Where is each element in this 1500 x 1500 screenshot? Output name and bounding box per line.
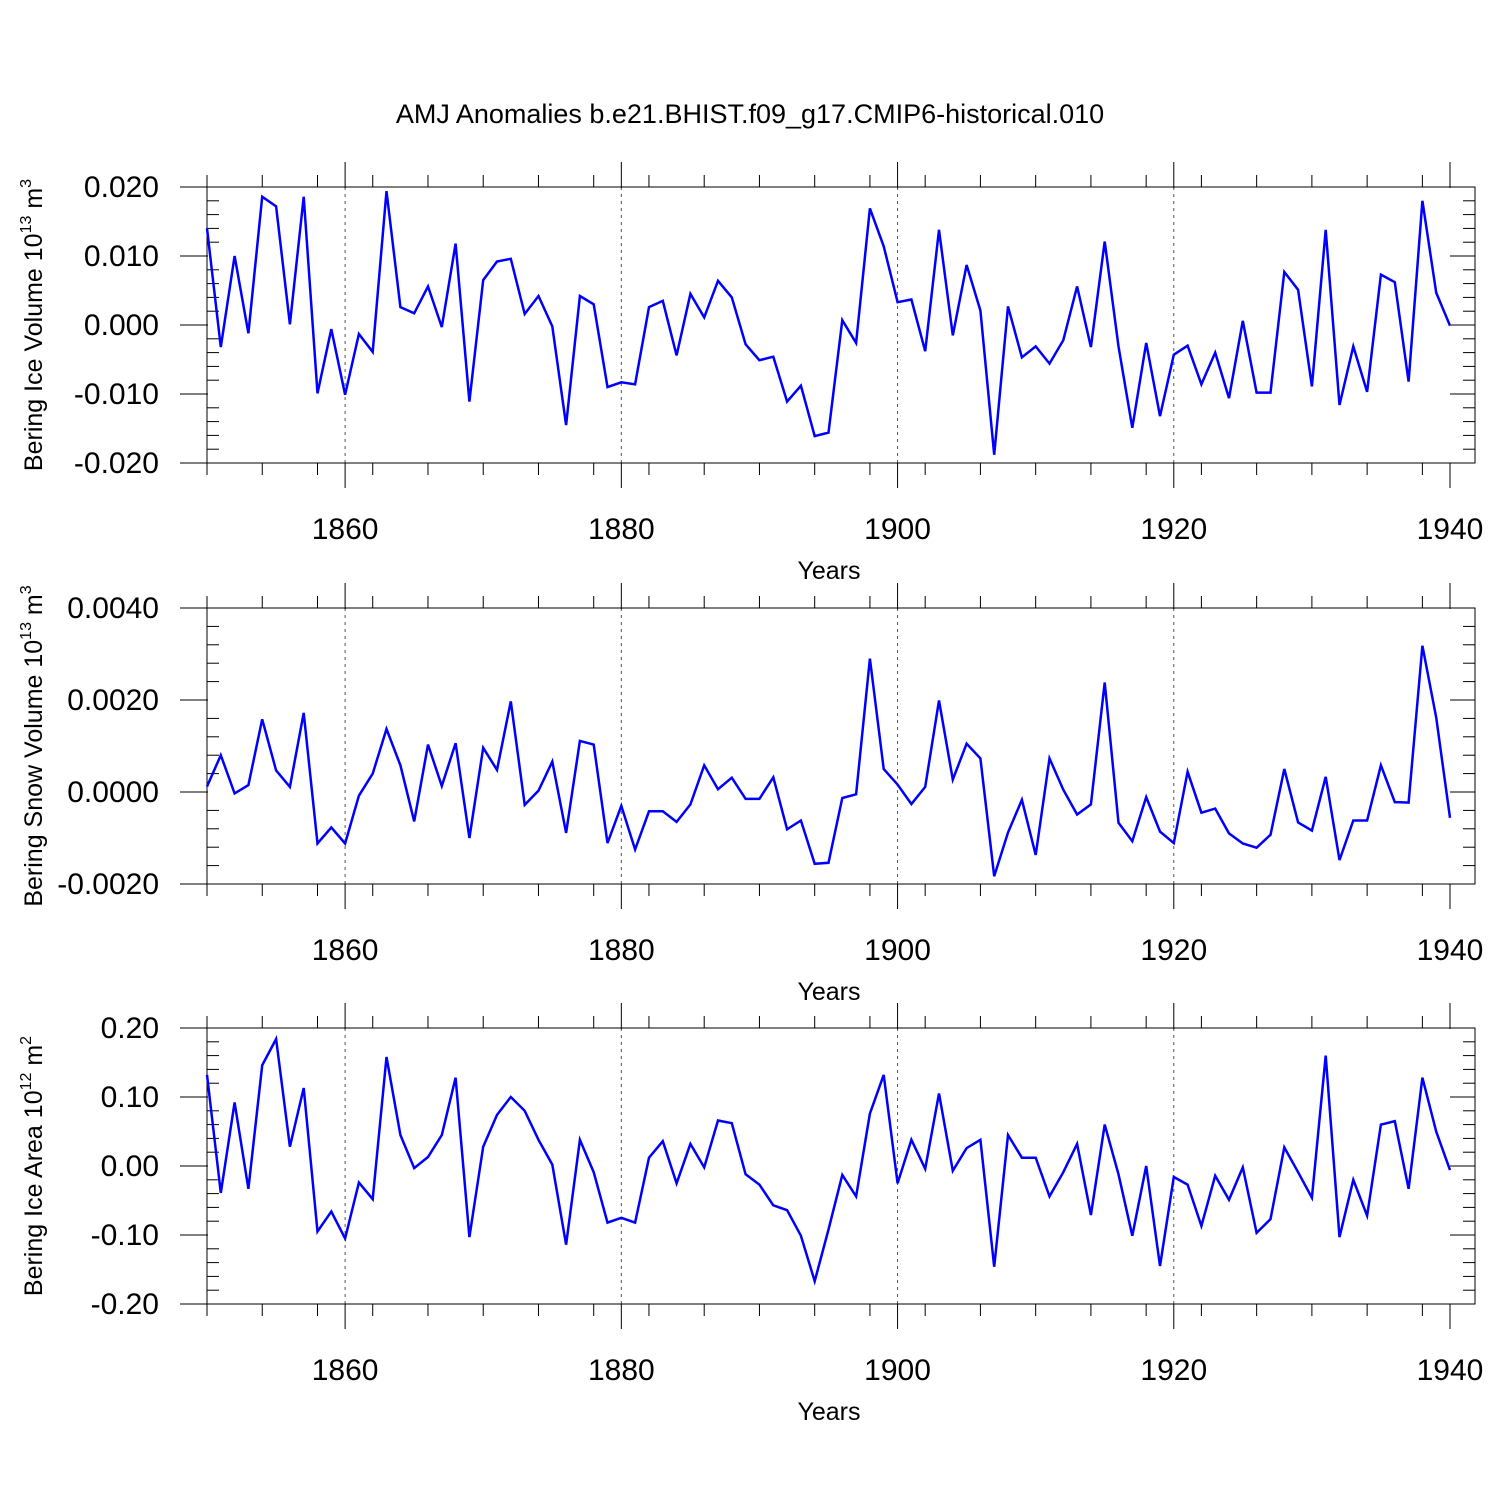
x-tick-label: 1860: [312, 513, 379, 546]
x-tick-label: 1880: [588, 934, 655, 967]
y-tick-label: 0.10: [101, 1081, 159, 1114]
y-tick-label: -0.20: [91, 1288, 159, 1321]
series-line: [205, 190, 1452, 455]
y-tick-label: 0.00: [101, 1150, 159, 1183]
x-tick-label: 1860: [312, 934, 379, 967]
figure-title: AMJ Anomalies b.e21.BHIST.f09_g17.CMIP6-…: [396, 99, 1104, 129]
series-line: [205, 1034, 1452, 1286]
panels: -0.020 -0.010 0.000 0.010 0.020 1860 1880 1900 1…: [18, 162, 1483, 1426]
x-tick-label: 1920: [1140, 934, 1207, 967]
y-axis-unit-exponent: 3: [18, 179, 35, 188]
x-tick-label: 1940: [1417, 934, 1484, 967]
panel-3: -0.20 -0.10 0.00 0.10 0.20 1860 1880 1900 1920 19…: [18, 1003, 1483, 1426]
y-tick-label: -0.10: [91, 1219, 159, 1252]
y-axis-unit: m: [20, 188, 48, 216]
y-axis-title: Bering Ice Area 1012 m2: [18, 1036, 48, 1296]
y-axis-quantity: Bering Ice Volume 10: [20, 233, 48, 471]
y-axis-unit-exponent: 3: [18, 585, 35, 594]
y-axis-exponent: 12: [18, 1072, 35, 1090]
y-tick-label: 0.20: [101, 1012, 159, 1045]
y-tick-label: 0.020: [84, 171, 159, 204]
y-axis-unit: m: [20, 1045, 48, 1073]
y-tick-label: 0.0040: [67, 592, 159, 625]
plot-frame: [206, 607, 1476, 885]
y-tick-label: -0.0020: [57, 868, 159, 901]
series-line: [205, 645, 1452, 877]
x-axis-title: Years: [797, 557, 860, 585]
x-tick-label: 1860: [312, 1354, 379, 1387]
x-tick-label: 1900: [864, 1354, 931, 1387]
x-tick-label: 1920: [1140, 1354, 1207, 1387]
y-tick-label: -0.010: [74, 378, 159, 411]
panel-1: -0.020 -0.010 0.000 0.010 0.020 1860 1880 1900 1…: [18, 162, 1483, 585]
x-axis-title: Years: [797, 978, 860, 1006]
x-tick-label: 1880: [588, 513, 655, 546]
y-axis-quantity: Bering Snow Volume 10: [20, 640, 48, 907]
y-tick-label: 0.0000: [67, 776, 159, 809]
y-axis-exponent: 13: [18, 622, 35, 640]
x-tick-label: 1940: [1417, 1354, 1484, 1387]
y-axis-title: Bering Ice Volume 1013 m3: [18, 179, 48, 471]
y-tick-label: -0.020: [74, 447, 159, 480]
y-tick-label: 0.000: [84, 309, 159, 342]
x-tick-label: 1900: [864, 513, 931, 546]
y-axis-exponent: 13: [18, 216, 35, 234]
x-tick-label: 1880: [588, 1354, 655, 1387]
x-tick-label: 1940: [1417, 513, 1484, 546]
y-axis-quantity: Bering Ice Area 10: [20, 1090, 48, 1296]
panel-2: -0.0020 0.0000 0.0020 0.0040 1860 1880 1900 192…: [18, 583, 1483, 1006]
x-tick-label: 1920: [1140, 513, 1207, 546]
y-tick-label: 0.010: [84, 240, 159, 273]
y-axis-title: Bering Snow Volume 1013 m3: [18, 585, 48, 906]
y-axis-unit-exponent: 2: [18, 1036, 35, 1045]
x-tick-label: 1900: [864, 934, 931, 967]
y-tick-label: 0.0020: [67, 684, 159, 717]
y-axis-unit: m: [20, 594, 48, 622]
x-axis-title: Years: [797, 1398, 860, 1426]
